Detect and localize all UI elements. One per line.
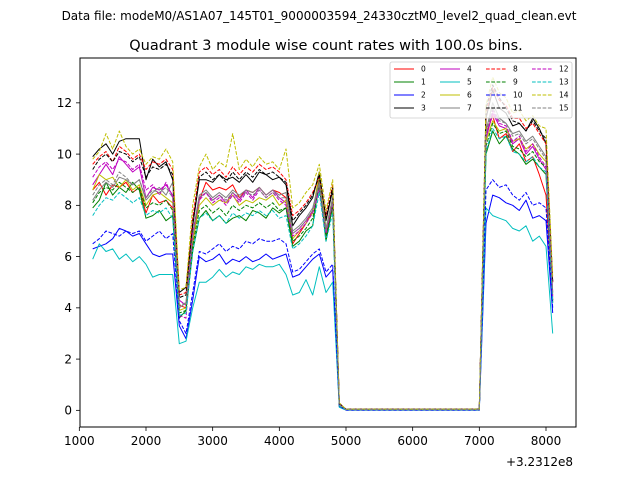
x-tick-label: 3000 (197, 434, 228, 448)
legend-label-10: 10 (513, 91, 523, 100)
y-tick-label: 8 (64, 199, 72, 213)
legend-label-6: 6 (467, 91, 472, 100)
y-tick-label: 0 (64, 404, 72, 418)
series-line-15 (92, 107, 554, 411)
legend-label-14: 14 (559, 91, 569, 100)
x-tick-label: 4000 (264, 434, 295, 448)
legend-label-1: 1 (421, 78, 426, 87)
legend-label-3: 3 (421, 104, 426, 113)
x-axis-offset-label: +3.2312e8 (506, 455, 573, 469)
x-tick-label: 6000 (397, 434, 428, 448)
chart-title: Quadrant 3 module wise count rates with … (129, 38, 523, 54)
legend-label-2: 2 (421, 91, 426, 100)
legend-label-4: 4 (467, 65, 472, 74)
legend-label-0: 0 (421, 65, 426, 74)
x-tick-label: 2000 (131, 434, 162, 448)
y-axis-ticks: 0 2 4 6 8 10 12 (57, 96, 80, 418)
y-tick-label: 2 (64, 352, 72, 366)
y-tick-label: 12 (57, 96, 72, 110)
y-tick-label: 10 (57, 147, 72, 161)
legend-label-11: 11 (513, 104, 523, 113)
legend-label-13: 13 (559, 78, 569, 87)
legend-label-8: 8 (513, 65, 518, 74)
legend-label-15: 15 (559, 104, 569, 113)
series-layer (92, 76, 554, 411)
x-axis-ticks: 1000 2000 3000 4000 5000 6000 7000 8000 (64, 427, 561, 448)
series-line-9 (92, 122, 554, 411)
legend-label-5: 5 (467, 78, 472, 87)
y-tick-label: 6 (64, 250, 72, 264)
x-tick-label: 5000 (331, 434, 362, 448)
y-tick-label: 4 (64, 301, 72, 315)
x-tick-label: 7000 (464, 434, 495, 448)
legend-label-9: 9 (513, 78, 518, 87)
legend-label-12: 12 (559, 65, 569, 74)
axes-frame (79, 57, 577, 428)
legend-label-7: 7 (467, 104, 472, 113)
x-tick-label: 1000 (64, 434, 95, 448)
x-tick-label: 8000 (531, 434, 562, 448)
legend-box (389, 61, 573, 119)
figure-suptitle: Data file: modeM0/AS1A07_145T01_90000035… (62, 9, 577, 23)
